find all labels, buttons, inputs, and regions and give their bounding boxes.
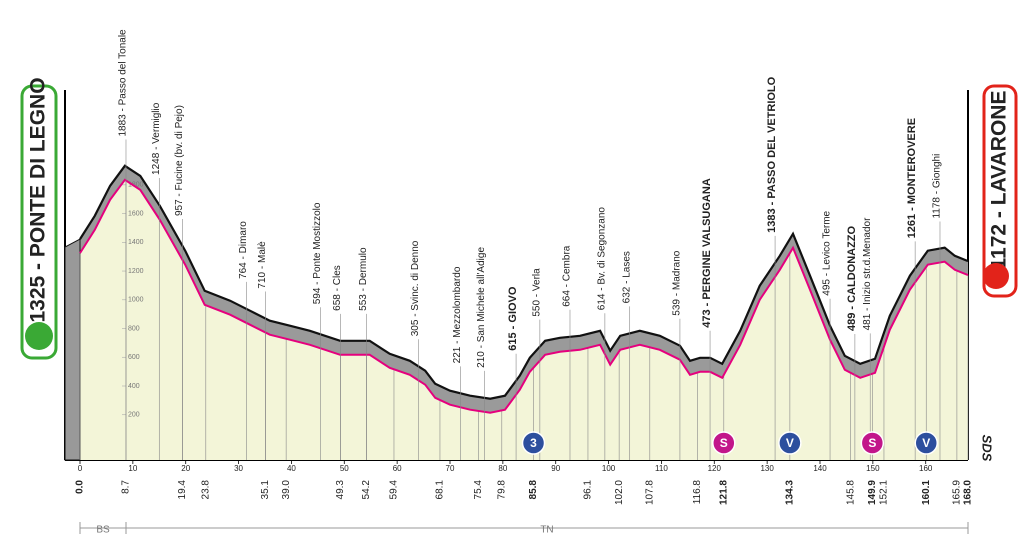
y-tick-label: 1200 bbox=[128, 268, 144, 275]
waypoint-label: 553 - Dermulo bbox=[358, 247, 369, 311]
climb-label: S bbox=[720, 436, 728, 450]
y-tick-label: 1000 bbox=[128, 297, 144, 304]
waypoint-label: 539 - Madrano bbox=[672, 250, 683, 315]
x-tick-label: 0 bbox=[78, 464, 83, 473]
x-tick-label: 40 bbox=[287, 464, 296, 473]
x-tick-label: 140 bbox=[813, 464, 827, 473]
km-label: 152.1 bbox=[879, 480, 890, 505]
x-tick-label: 80 bbox=[498, 464, 507, 473]
climb-label: V bbox=[786, 436, 794, 450]
y-tick-label: 600 bbox=[128, 354, 140, 361]
km-label: 134.3 bbox=[785, 480, 796, 505]
km-label: 149.9 bbox=[867, 480, 878, 505]
finish-label: 1172 - LAVARONE bbox=[988, 91, 1011, 270]
km-label: 160.1 bbox=[921, 480, 932, 505]
y-tick-label: 1400 bbox=[128, 239, 144, 246]
x-tick-label: 10 bbox=[128, 464, 137, 473]
climb-icon bbox=[521, 431, 546, 455]
km-label: 121.8 bbox=[718, 480, 729, 505]
km-label: 145.8 bbox=[845, 480, 856, 505]
km-label: 102.0 bbox=[614, 480, 625, 505]
km-label: 85.8 bbox=[528, 480, 539, 500]
km-label: 75.4 bbox=[473, 480, 484, 500]
climb-icon bbox=[712, 431, 736, 455]
waypoint-label: 664 - Cembra bbox=[562, 245, 573, 307]
km-label: 168.0 bbox=[963, 480, 974, 505]
y-tick-label: 800 bbox=[128, 325, 140, 332]
start-banner bbox=[20, 84, 58, 360]
waypoint-label: 473 - PERGINE VALSUGANA bbox=[701, 178, 713, 328]
km-label: 39.0 bbox=[281, 480, 292, 500]
km-label: 0.0 bbox=[75, 480, 86, 494]
x-tick-label: 20 bbox=[181, 464, 190, 473]
region-label: BS bbox=[96, 525, 110, 536]
km-label: 165.9 bbox=[952, 480, 963, 505]
profile-fill bbox=[80, 179, 968, 461]
km-label: 96.1 bbox=[583, 480, 594, 500]
profile-line bbox=[79, 178, 969, 414]
x-tick-label: 90 bbox=[551, 464, 560, 473]
km-label: 23.8 bbox=[200, 480, 211, 500]
waypoint-label: 305 - Svinc. di Denno bbox=[410, 240, 421, 336]
waypoint-label: 495 - Levico Terme bbox=[822, 210, 833, 295]
y-tick-label: 1600 bbox=[128, 210, 144, 217]
x-tick-label: 160 bbox=[919, 464, 933, 473]
climb-label: S bbox=[868, 436, 876, 450]
km-label: 68.1 bbox=[435, 480, 446, 500]
km-label: 79.8 bbox=[496, 480, 507, 500]
x-tick-label: 60 bbox=[393, 464, 402, 473]
waypoint-label: 210 - San Michele all'Adige bbox=[476, 247, 487, 368]
km-label: 8.7 bbox=[121, 480, 132, 494]
km-label: 116.8 bbox=[692, 480, 703, 505]
waypoint-label: 489 - CALDONAZZO bbox=[846, 225, 858, 331]
km-label: 19.4 bbox=[177, 480, 188, 500]
waypoint-label: 957 - Fucine (bv. di Pejo) bbox=[174, 105, 185, 216]
region-label: TN bbox=[540, 525, 553, 536]
climb-icon bbox=[914, 431, 938, 455]
waypoint-label: 481 - Inizio str.d.Menador bbox=[862, 217, 873, 331]
start-label: 1325 - PONTE DI LEGNO bbox=[27, 77, 50, 322]
waypoint-label: 615 - GIOVO bbox=[507, 286, 519, 351]
climb-label: 3 bbox=[530, 436, 537, 450]
start-wall bbox=[64, 238, 81, 461]
km-label: 49.3 bbox=[335, 480, 346, 500]
y-tick-label: 400 bbox=[128, 383, 140, 390]
x-tick-label: 100 bbox=[602, 464, 616, 473]
waypoint-label: 632 - Lases bbox=[621, 251, 632, 303]
km-label: 107.8 bbox=[644, 480, 655, 505]
km-label: 59.4 bbox=[389, 480, 400, 500]
climb-icon bbox=[860, 431, 885, 455]
km-label: 54.2 bbox=[361, 480, 372, 500]
waypoint-label: 710 - Malè bbox=[257, 241, 268, 289]
waypoint-label: 1883 - Passo del Tonale bbox=[118, 29, 129, 137]
waypoint-label: 550 - Verla bbox=[531, 268, 542, 317]
waypoint-label: 658 - Cles bbox=[332, 265, 343, 311]
finish-banner bbox=[982, 84, 1018, 298]
x-tick-label: 70 bbox=[446, 464, 455, 473]
climb-label: V bbox=[922, 436, 930, 450]
climb-icon bbox=[778, 431, 802, 455]
x-tick-label: 120 bbox=[708, 464, 722, 473]
waypoint-label: 594 - Ponte Mostizzolo bbox=[312, 202, 323, 304]
x-tick-label: 150 bbox=[866, 464, 880, 473]
waypoint-label: 1178 - Gionghi bbox=[932, 154, 943, 219]
profile-ridge bbox=[79, 164, 969, 400]
y-tick-label: 200 bbox=[128, 412, 140, 419]
finish-icon bbox=[983, 263, 1009, 289]
x-tick-label: 110 bbox=[655, 464, 668, 473]
start-icon bbox=[25, 322, 53, 350]
waypoint-label: 221 - Mezzolombardo bbox=[452, 266, 463, 363]
waypoint-label: 764 - Dimaro bbox=[238, 221, 249, 279]
y-tick-label: 1800 bbox=[128, 182, 144, 189]
logo: SDS bbox=[980, 435, 995, 462]
waypoint-label: 1248 - Vermiglio bbox=[151, 102, 162, 175]
x-tick-label: 130 bbox=[760, 464, 774, 473]
waypoint-label: 1383 - PASSO DEL VETRIOLO bbox=[766, 76, 778, 233]
waypoint-label: 1261 - MONTEROVERE bbox=[906, 118, 918, 238]
waypoint-label: 614 - Bv. di Segonzano bbox=[597, 207, 608, 311]
x-tick-label: 50 bbox=[340, 464, 349, 473]
x-tick-label: 30 bbox=[234, 464, 243, 473]
km-label: 35.1 bbox=[260, 480, 271, 500]
